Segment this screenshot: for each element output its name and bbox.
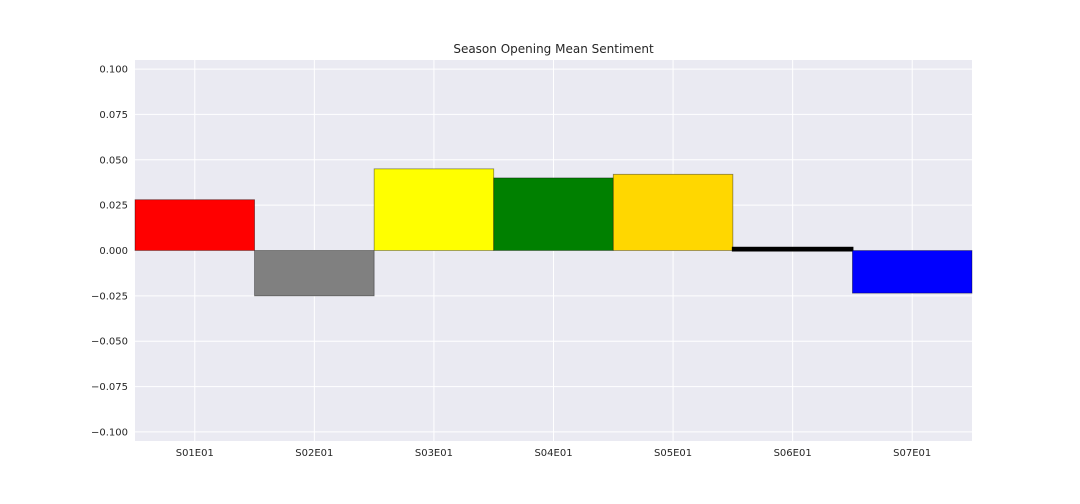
y-axis: 0.100 0.075 0.050 0.025 0.000 −0.025 −0.050 −0.… (91, 65, 128, 439)
y-tick-label: 0.000 (99, 246, 128, 257)
bars (134, 168, 973, 297)
bar-s03e01 (373, 168, 495, 251)
x-tick-label: S05E01 (654, 448, 692, 459)
bar-s07e01 (852, 250, 973, 294)
bar-s06e01 (731, 246, 854, 252)
y-tick-label: 0.100 (99, 65, 128, 76)
y-tick-label: −0.100 (91, 427, 128, 438)
bar-s01e01 (134, 199, 255, 251)
y-tick-label: −0.075 (91, 382, 128, 393)
x-tick-label: S06E01 (774, 448, 812, 459)
bar-s04e01 (493, 177, 614, 251)
x-tick-label: S01E01 (176, 448, 214, 459)
x-tick-label: S03E01 (415, 448, 453, 459)
x-tick-label: S02E01 (295, 448, 333, 459)
y-tick-label: 0.050 (99, 155, 128, 166)
x-axis: S01E01 S02E01 S03E01 S04E01 S05E01 S06E01 S07E… (176, 448, 932, 459)
y-tick-label: −0.025 (91, 291, 128, 302)
y-tick-label: −0.050 (91, 337, 128, 348)
bar-s02e01 (254, 250, 375, 297)
y-tick-label: 0.025 (99, 201, 128, 212)
bar-s05e01 (612, 173, 734, 251)
y-tick-label: 0.075 (99, 110, 128, 121)
chart-title: Season Opening Mean Sentiment (453, 42, 654, 56)
x-tick-label: S04E01 (534, 448, 572, 459)
x-tick-label: S07E01 (893, 448, 931, 459)
